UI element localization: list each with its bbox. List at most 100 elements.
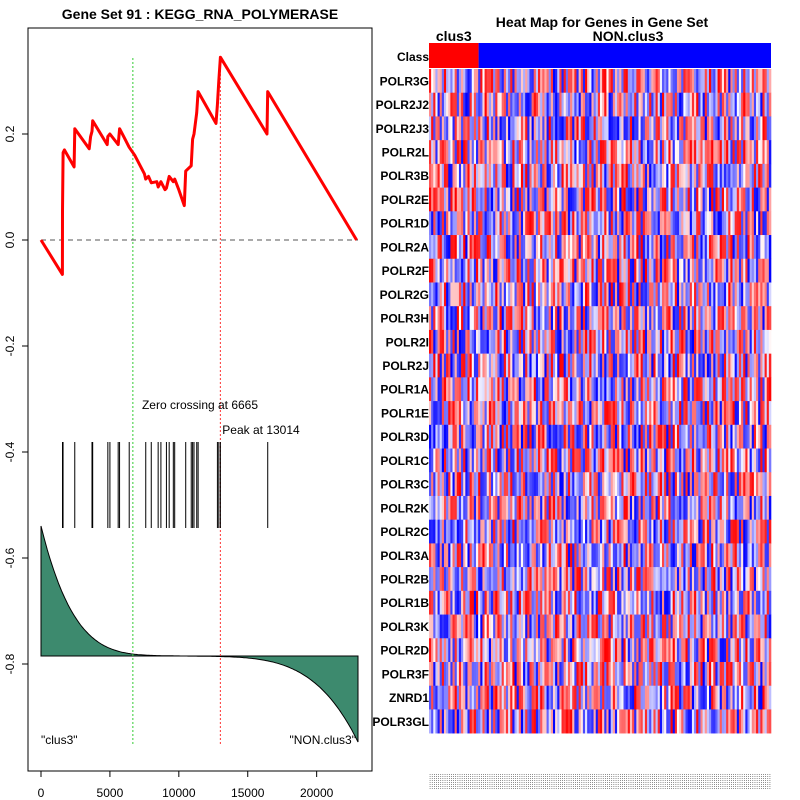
heatmap-cell: [471, 424, 475, 449]
heatmap-cell: [640, 614, 644, 639]
heatmap-cell: [661, 92, 665, 117]
heatmap-cell: [443, 258, 447, 283]
heatmap-cell: [557, 424, 560, 449]
heatmap-cell: [595, 353, 599, 378]
heatmap-cell: [465, 211, 468, 236]
heatmap-cell: [587, 590, 590, 615]
heatmap-cell: [488, 235, 492, 260]
heatmap-cell: [493, 211, 496, 236]
heatmap-cell: [651, 163, 654, 188]
heatmap-cell: [435, 282, 438, 307]
heatmap-cell: [429, 567, 432, 592]
heatmap-cell: [490, 709, 494, 734]
heatmap-cell: [768, 235, 772, 260]
heatmap-cell: [527, 116, 530, 141]
heatmap-cell: [523, 685, 526, 710]
heatmap-cell: [762, 353, 765, 378]
heatmap-cell: [443, 140, 447, 165]
heatmap-cell: [548, 282, 552, 307]
heatmap-cell: [617, 709, 620, 734]
heatmap-cell: [469, 163, 473, 188]
heatmap-cell: [535, 258, 539, 283]
heatmap-cell: [544, 282, 547, 307]
heatmap-cell: [448, 353, 451, 378]
heatmap-cell: [687, 377, 691, 402]
heatmap-cell: [760, 140, 763, 165]
heatmap-cell: [672, 140, 676, 165]
heatmap-cell: [482, 401, 485, 426]
heatmap-cell: [726, 567, 729, 592]
heatmap-cell: [499, 140, 502, 165]
heatmap-cell: [443, 211, 447, 236]
heatmap-cell: [463, 258, 466, 283]
heatmap-cell: [691, 638, 695, 663]
heatmap-cell: [499, 638, 502, 663]
heatmap-cell: [640, 116, 644, 141]
heatmap-cell: [709, 519, 712, 544]
heatmap-cell: [672, 448, 676, 473]
heatmap-cell: [518, 519, 522, 544]
heatmap-cell: [653, 448, 656, 473]
heatmap-cell: [689, 377, 693, 402]
heatmap-cell: [490, 638, 494, 663]
heatmap-cell: [758, 424, 761, 449]
heatmap-cell: [478, 614, 481, 639]
heatmap-row: [429, 401, 772, 426]
heatmap-cell: [478, 92, 481, 117]
heatmap-cell: [429, 590, 432, 615]
gene-label: POLR1E: [381, 406, 429, 420]
heatmap-cell: [634, 685, 637, 710]
heatmap-cell: [597, 306, 601, 331]
heatmap-cell: [661, 353, 665, 378]
heatmap-cell: [632, 519, 635, 544]
heatmap-cell: [668, 306, 671, 331]
heatmap-cell: [715, 235, 718, 260]
heatmap-cell: [649, 353, 652, 378]
heatmap-cell: [593, 424, 597, 449]
heatmap-cell: [640, 140, 644, 165]
heatmap-cell: [443, 306, 447, 331]
heatmap-cell: [597, 424, 601, 449]
heatmap-cell: [762, 401, 765, 426]
heatmap-cell: [758, 306, 761, 331]
heatmap-cell: [651, 235, 654, 260]
heatmap-cell: [550, 211, 554, 236]
heatmap-cell: [600, 258, 603, 283]
heatmap-cell: [512, 329, 515, 354]
heatmap-cell: [578, 495, 582, 520]
heatmap-cell: [463, 448, 466, 473]
heatmap-cell: [535, 140, 539, 165]
heatmap-cell: [476, 187, 479, 212]
heatmap-cell: [448, 211, 451, 236]
heatmap-cell: [593, 638, 597, 663]
heatmap-cell: [587, 258, 590, 283]
heatmap-cell: [760, 353, 763, 378]
heatmap-cell: [610, 638, 614, 663]
heatmap-cell: [670, 116, 673, 141]
heatmap-cell: [711, 258, 714, 283]
heatmap-cell: [619, 92, 622, 117]
heatmap-cell: [540, 140, 543, 165]
heatmap-cell: [527, 329, 530, 354]
heatmap-cell: [589, 543, 592, 568]
heatmap-cell: [625, 353, 629, 378]
heatmap-cell: [482, 116, 485, 141]
heatmap-cell: [649, 448, 652, 473]
heatmap-cell: [629, 472, 633, 497]
heatmap-cell: [435, 448, 438, 473]
heatmap-cell: [576, 519, 579, 544]
heatmap-cell: [490, 662, 494, 687]
heatmap-cell: [604, 662, 607, 687]
heatmap-cell: [576, 448, 579, 473]
heatmap-cell: [661, 543, 665, 568]
heatmap-cell: [555, 709, 558, 734]
heatmap-cell: [589, 116, 592, 141]
heatmap-cell: [758, 519, 761, 544]
heatmap-cell: [531, 353, 535, 378]
heatmap-cell: [593, 306, 597, 331]
heatmap-cell: [478, 590, 481, 615]
heatmap-cell: [647, 211, 650, 236]
heatmap-cell: [617, 377, 620, 402]
heatmap-cell: [452, 685, 455, 710]
heatmap-cell: [580, 424, 584, 449]
